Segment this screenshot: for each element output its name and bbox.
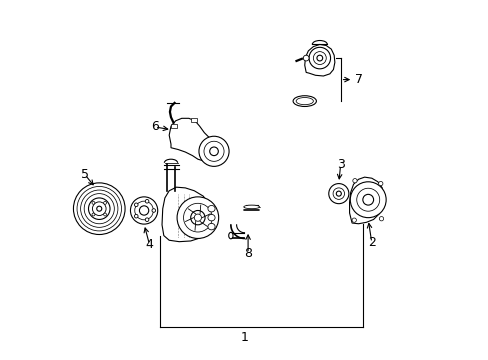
Circle shape xyxy=(183,203,212,232)
Text: 2: 2 xyxy=(367,236,375,249)
Circle shape xyxy=(362,194,373,205)
Circle shape xyxy=(139,206,148,215)
Circle shape xyxy=(379,217,383,221)
Circle shape xyxy=(145,199,148,203)
Circle shape xyxy=(135,201,153,220)
Circle shape xyxy=(303,55,308,61)
Bar xyxy=(171,124,176,129)
Text: 8: 8 xyxy=(244,247,252,260)
Circle shape xyxy=(177,197,218,238)
Text: 5: 5 xyxy=(81,168,89,181)
Circle shape xyxy=(351,218,356,222)
Bar xyxy=(191,118,197,122)
Ellipse shape xyxy=(207,215,215,221)
Circle shape xyxy=(134,215,138,218)
Circle shape xyxy=(92,202,95,204)
Circle shape xyxy=(97,206,102,211)
Circle shape xyxy=(349,182,386,218)
Text: 1: 1 xyxy=(240,330,248,343)
Circle shape xyxy=(199,136,228,166)
Circle shape xyxy=(203,141,224,161)
Circle shape xyxy=(316,55,322,61)
Circle shape xyxy=(103,213,106,216)
Circle shape xyxy=(103,202,106,204)
Circle shape xyxy=(352,179,356,183)
Text: 6: 6 xyxy=(151,121,159,134)
Circle shape xyxy=(134,203,138,207)
Ellipse shape xyxy=(244,205,259,209)
Circle shape xyxy=(145,218,148,221)
Circle shape xyxy=(73,183,125,234)
Ellipse shape xyxy=(207,206,215,212)
Circle shape xyxy=(130,197,158,224)
Circle shape xyxy=(313,51,325,64)
Circle shape xyxy=(332,188,344,199)
Circle shape xyxy=(152,209,155,212)
Circle shape xyxy=(378,181,382,186)
Circle shape xyxy=(194,214,201,221)
Ellipse shape xyxy=(207,224,215,230)
Ellipse shape xyxy=(292,96,316,107)
Circle shape xyxy=(209,147,218,156)
Circle shape xyxy=(190,211,204,225)
Polygon shape xyxy=(304,44,334,76)
Polygon shape xyxy=(349,177,383,224)
Text: 7: 7 xyxy=(354,73,363,86)
Ellipse shape xyxy=(228,232,233,239)
Circle shape xyxy=(88,198,110,220)
Circle shape xyxy=(356,188,379,211)
Text: 4: 4 xyxy=(145,238,153,251)
Circle shape xyxy=(92,213,95,216)
Text: 3: 3 xyxy=(336,158,344,171)
Circle shape xyxy=(328,184,348,204)
Circle shape xyxy=(308,47,330,69)
Ellipse shape xyxy=(296,98,313,105)
Polygon shape xyxy=(162,187,210,242)
Circle shape xyxy=(336,191,341,196)
Polygon shape xyxy=(169,118,222,161)
Circle shape xyxy=(92,202,106,216)
